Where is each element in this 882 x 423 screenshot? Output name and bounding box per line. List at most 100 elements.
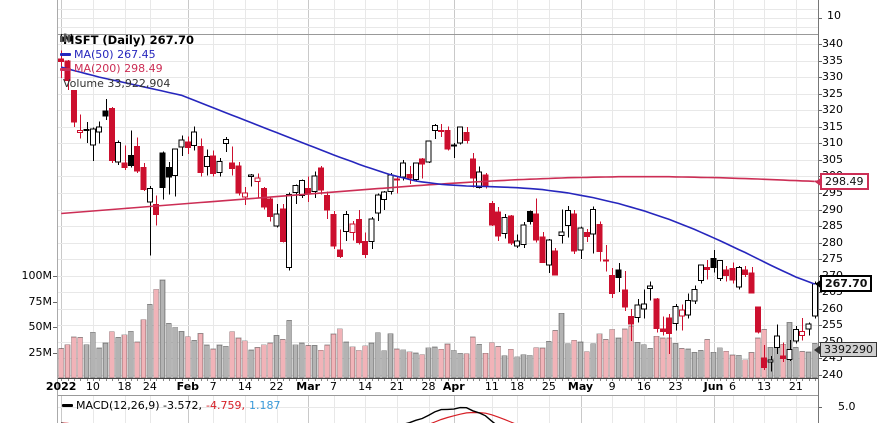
date-tick-label: 18 — [510, 380, 525, 393]
volume-bar — [545, 341, 552, 379]
volume-bar — [273, 335, 280, 379]
volume-bar — [362, 345, 369, 379]
volume-bar — [134, 341, 141, 379]
volume-bar — [533, 347, 540, 379]
volume-bar — [571, 339, 578, 379]
volume-bar — [583, 351, 590, 379]
candle-body — [786, 349, 793, 360]
ma50-legend-row: MA(50) 267.45 — [60, 48, 194, 63]
candle-body — [463, 131, 470, 141]
ma50-line-icon — [60, 53, 71, 57]
volume-bar — [70, 336, 77, 379]
candle-body — [127, 155, 134, 166]
candle-body — [609, 274, 616, 295]
candle-body — [330, 213, 337, 247]
candle-body — [273, 213, 280, 227]
volume-bar — [767, 347, 774, 379]
volume-bar — [564, 343, 571, 379]
macd-main-label: MACD(12,26,9) -3.572, — [76, 399, 202, 412]
volume-bar — [539, 347, 546, 379]
date-tick-label: 23 — [668, 380, 683, 393]
candle-body — [520, 224, 527, 246]
candle-body — [267, 198, 274, 217]
volume-bar — [640, 344, 647, 379]
date-tick-label: Jun — [703, 380, 724, 393]
candle-body — [374, 194, 381, 214]
candle-body — [393, 178, 400, 181]
candle-body — [58, 58, 65, 62]
volume-bar — [298, 342, 305, 379]
candle-body — [742, 269, 749, 275]
candle-body — [279, 208, 286, 243]
candle-body — [773, 335, 780, 349]
candle-body — [381, 191, 388, 201]
ma50-line — [61, 66, 816, 285]
ma200-line-icon — [60, 67, 71, 71]
candle-body — [748, 272, 755, 294]
volume-bar — [659, 337, 666, 379]
candle-body — [552, 250, 559, 276]
volume-bar — [368, 342, 375, 379]
volume-bar — [501, 355, 508, 379]
candle-body — [108, 108, 115, 162]
volume-tick-label: 100M — [21, 269, 53, 282]
volume-bar — [178, 331, 185, 379]
candle-body — [406, 174, 413, 179]
volume-label: Volume 33,922,904 — [63, 76, 171, 90]
volume-bar — [324, 344, 331, 379]
candle-body — [140, 166, 147, 191]
candle-body — [792, 329, 799, 342]
volume-bar — [159, 279, 166, 379]
volume-bar — [336, 328, 343, 379]
volume-bar — [406, 351, 413, 379]
volume-bar — [184, 336, 191, 379]
candle-body — [545, 239, 552, 266]
candle-body — [514, 240, 521, 247]
ma200-line — [61, 175, 815, 215]
price-tick-label: 285 — [822, 219, 843, 233]
candle-body — [134, 145, 141, 172]
candle-body — [640, 303, 647, 310]
volume-bar — [267, 342, 274, 379]
ma200-callout-value: 298.49 — [825, 175, 864, 188]
volume-bar — [305, 345, 312, 379]
volume-bar — [241, 340, 248, 379]
candle-body — [292, 184, 299, 194]
volume-bar — [590, 343, 597, 379]
price-tick-label: 275 — [822, 252, 843, 266]
price-tick-label: 255 — [822, 318, 843, 332]
volume-bar — [799, 351, 806, 379]
chart-legend: MSFT (Daily) 267.70 MA(50) 267.45 MA(200… — [60, 33, 194, 91]
candle-body — [248, 174, 255, 177]
date-tick-label: 7 — [330, 380, 337, 393]
volume-bar — [596, 333, 603, 379]
candle-body — [501, 216, 508, 235]
candle-body — [457, 126, 464, 144]
candle-body — [317, 167, 324, 191]
date-tick-label: 14 — [237, 380, 252, 393]
volume-bar — [165, 323, 172, 379]
volume-bar — [374, 332, 381, 379]
date-tick-label: 21 — [389, 380, 404, 393]
candle-body — [77, 129, 84, 134]
candle-body — [102, 110, 109, 117]
volume-bar — [260, 344, 267, 379]
volume-bar — [102, 342, 109, 379]
volume-bar — [431, 346, 438, 379]
volume-bar — [691, 352, 698, 379]
volume-bar — [507, 348, 514, 379]
volume-bar — [457, 352, 464, 379]
candle-body — [577, 227, 584, 251]
volume-bar — [710, 351, 717, 379]
macd-line — [61, 406, 496, 423]
date-tick-label: 21 — [788, 380, 803, 393]
volume-bar — [127, 330, 134, 379]
price-tick-label: 310 — [822, 136, 843, 150]
candle-body — [83, 129, 90, 132]
candle-body — [666, 317, 673, 334]
candle-body — [476, 171, 483, 188]
candle-body — [678, 309, 685, 317]
candle-body — [203, 156, 210, 167]
volume-bar — [716, 347, 723, 379]
candle-body — [216, 160, 223, 173]
